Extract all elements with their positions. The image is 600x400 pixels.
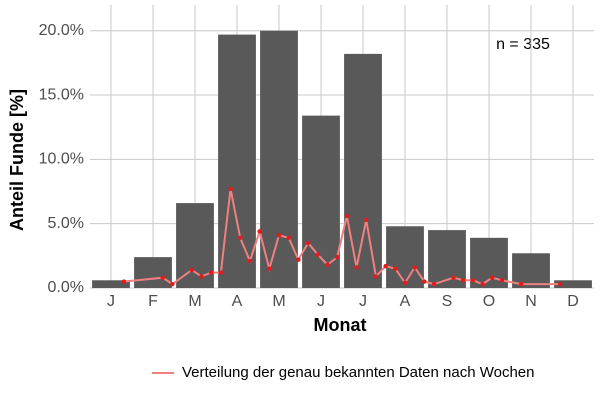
y-tick-label: 20.0% (39, 22, 84, 39)
point (412, 265, 417, 270)
x-tick-label: S (442, 293, 453, 310)
point (480, 281, 485, 287)
point (247, 258, 253, 264)
point (228, 186, 233, 192)
point (305, 240, 311, 246)
x-tick-label: J (107, 293, 115, 310)
point (373, 274, 379, 279)
y-axis-title: Anteil Funde [%] (7, 89, 27, 231)
point (334, 254, 340, 260)
bar (134, 257, 172, 288)
point (121, 279, 127, 284)
x-tick-label: M (272, 293, 285, 310)
point (160, 275, 165, 280)
x-tick-label: F (148, 293, 158, 310)
point (199, 274, 204, 279)
point (499, 278, 505, 283)
bar (92, 280, 130, 288)
point (257, 229, 262, 234)
point (267, 266, 272, 271)
point (286, 235, 291, 241)
bar (512, 253, 550, 288)
bar (554, 280, 592, 288)
point (325, 262, 330, 268)
point (393, 266, 398, 271)
bar (386, 226, 424, 288)
x-tick-label: N (525, 293, 537, 310)
point (431, 281, 437, 287)
point (402, 280, 408, 286)
point (451, 275, 456, 280)
point (276, 233, 282, 238)
y-tick-label: 0.0% (48, 279, 84, 296)
point (460, 278, 466, 283)
point (170, 281, 175, 287)
y-tick-label: 10.0% (39, 151, 84, 168)
annotation: n = 335 (496, 36, 550, 53)
point (238, 235, 243, 241)
x-tick-label: O (483, 293, 495, 310)
bar (302, 115, 340, 288)
point (354, 265, 359, 270)
point (344, 213, 350, 219)
point (383, 263, 388, 269)
y-tick-label: 15.0% (39, 86, 84, 103)
bar (344, 53, 382, 288)
point (315, 252, 320, 257)
x-tick-label: J (359, 293, 367, 310)
point (470, 278, 476, 283)
point (208, 270, 214, 275)
point (422, 279, 427, 284)
x-tick-label: A (400, 293, 411, 310)
x-tick-label: J (317, 293, 325, 310)
point (189, 267, 194, 273)
x-tick-label: M (188, 293, 201, 310)
x-tick-label: A (232, 293, 243, 310)
point (519, 281, 524, 287)
bar (176, 203, 214, 288)
x-axis-title: Monat (314, 315, 367, 335)
y-tick-label: 5.0% (48, 215, 84, 232)
point (296, 257, 301, 262)
x-tick-label: D (567, 293, 579, 310)
legend-label: Verteilung der genau bekannten Daten nac… (182, 364, 535, 381)
point (218, 270, 224, 275)
point (364, 217, 369, 223)
point (557, 281, 563, 287)
point (490, 275, 495, 280)
bar (260, 30, 298, 289)
